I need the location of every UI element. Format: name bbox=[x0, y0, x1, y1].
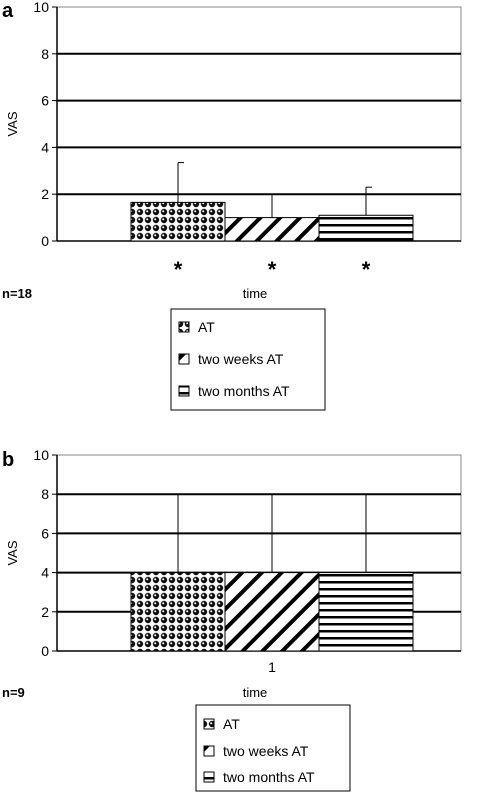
bar-diagonal bbox=[224, 217, 320, 242]
panel-label: a bbox=[2, 0, 14, 22]
legend-label: two months AT bbox=[198, 383, 290, 399]
legend: AT two weeks AT two months AT bbox=[170, 308, 326, 411]
bar-horizontal bbox=[318, 214, 414, 242]
y-tick-label: 8 bbox=[41, 486, 49, 502]
legend-label: two weeks AT bbox=[198, 351, 284, 367]
y-tick-label: 4 bbox=[41, 139, 49, 155]
panel-label: b bbox=[2, 449, 14, 471]
y-tick-label: 10 bbox=[33, 0, 49, 15]
significance-marker: * bbox=[174, 257, 183, 282]
y-tick-label: 6 bbox=[41, 93, 49, 109]
x-category-label: 1 bbox=[268, 659, 276, 675]
legend-label: two months AT bbox=[223, 769, 315, 785]
legend-box bbox=[170, 308, 326, 411]
bar-diagonal bbox=[224, 572, 320, 652]
significance-marker: * bbox=[268, 257, 277, 282]
y-tick-label: 10 bbox=[33, 447, 49, 463]
sample-size-label: n=18 bbox=[2, 286, 32, 301]
legend-swatch-horizontal bbox=[178, 385, 190, 397]
y-tick-label: 0 bbox=[41, 233, 49, 249]
legend-label: two weeks AT bbox=[223, 743, 309, 759]
legend-swatch-dots bbox=[203, 718, 215, 730]
y-axis-title: VAS bbox=[5, 540, 20, 565]
y-tick-label: 4 bbox=[41, 565, 49, 581]
y-tick-label: 2 bbox=[41, 604, 49, 620]
legend-swatch-diagonal bbox=[203, 745, 215, 757]
bar-dots bbox=[130, 572, 226, 652]
legend: AT two weeks AT two months AT bbox=[195, 704, 351, 792]
bar-horizontal bbox=[318, 572, 414, 652]
legend-box bbox=[195, 704, 351, 792]
legend-swatch-diagonal bbox=[178, 353, 190, 365]
y-tick-label: 6 bbox=[41, 525, 49, 541]
y-tick-label: 0 bbox=[41, 643, 49, 659]
legend-swatch-horizontal bbox=[203, 771, 215, 783]
sample-size-label: n=9 bbox=[2, 685, 25, 700]
x-axis-title: time bbox=[243, 685, 268, 700]
significance-marker: * bbox=[362, 257, 371, 282]
bar-dots bbox=[130, 201, 226, 242]
legend-label: AT bbox=[198, 319, 215, 335]
legend-label: AT bbox=[223, 716, 240, 732]
x-axis-title: time bbox=[243, 286, 268, 301]
plot-area bbox=[56, 6, 462, 242]
y-tick-label: 8 bbox=[41, 46, 49, 62]
y-axis-title: VAS bbox=[5, 111, 20, 136]
legend-swatch-dots bbox=[178, 321, 190, 333]
y-tick-label: 2 bbox=[41, 186, 49, 202]
